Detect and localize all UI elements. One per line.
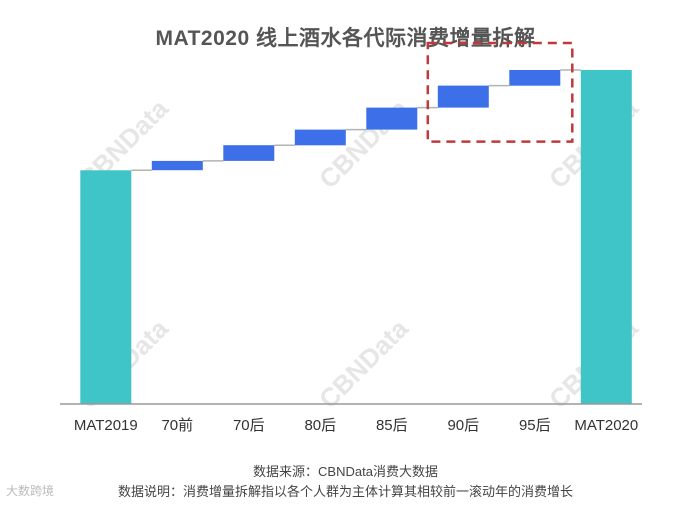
watermark: CBNData <box>313 313 414 414</box>
bar-5 <box>366 107 418 130</box>
brand-logo: 大数跨境 <box>6 484 55 498</box>
x-tick-label: 85后 <box>376 417 408 434</box>
data-source: 数据来源：CBNData消费大数据 <box>253 464 438 479</box>
x-tick-label: 90后 <box>447 417 479 434</box>
x-axis-labels: MAT2019 70前 70后 80后 85后 90后 95后 MAT2020 <box>74 417 638 434</box>
x-tick-label: MAT2019 <box>74 417 138 434</box>
x-tick-label: 70后 <box>233 417 265 434</box>
bar-1 <box>80 170 132 405</box>
bar-3 <box>223 145 275 161</box>
chart-title: MAT2020 线上酒水各代际消费增量拆解 <box>155 27 536 50</box>
bar-2 <box>151 160 203 171</box>
data-note: 数据说明：消费增量拆解指以各个人群为主体计算其相较前一滚动年的消费增长 <box>117 484 573 499</box>
bars <box>80 70 632 405</box>
x-tick-label: 70前 <box>161 417 193 434</box>
highlight-box <box>426 41 574 143</box>
bar-4 <box>294 129 346 146</box>
x-tick-label: MAT2020 <box>574 417 638 434</box>
x-tick-label: 95后 <box>519 417 551 434</box>
x-tick-label: 80后 <box>304 417 336 434</box>
bar-7 <box>509 70 561 86</box>
connector-lines <box>131 69 581 172</box>
bar-6 <box>437 85 489 108</box>
bar-8 <box>580 70 632 404</box>
